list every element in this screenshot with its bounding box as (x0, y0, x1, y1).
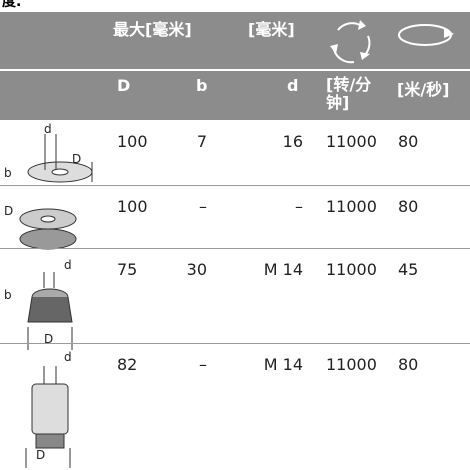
icon-label: D (44, 332, 54, 346)
table-cell: M 14 (263, 260, 303, 279)
header-cell: b (196, 76, 208, 95)
header-row (0, 12, 470, 69)
header-cell: [转/分钟] (326, 75, 372, 112)
header-cell: D (117, 76, 131, 95)
table-cell: 30 (186, 260, 207, 279)
header-cell: d (287, 76, 299, 95)
row-separator (0, 248, 470, 249)
icon-label: D (72, 152, 82, 166)
table-cell: 75 (117, 260, 138, 279)
table-cell: 11000 (326, 132, 377, 151)
icon-label: d (64, 258, 72, 272)
header-cell: [米/秒] (397, 80, 450, 99)
table-cell: – (295, 197, 303, 216)
header-cell: [毫米] (248, 20, 295, 39)
row-separator (0, 185, 470, 186)
table-cell: M 14 (263, 355, 303, 374)
icon-label: b (4, 166, 12, 180)
speed-icon (398, 24, 454, 46)
table-cell: 11000 (326, 355, 377, 374)
table-cell: 80 (398, 132, 419, 151)
header-row (0, 71, 470, 120)
table-cell: 100 (117, 197, 148, 216)
row-separator (0, 343, 470, 344)
table-cell: 80 (398, 197, 419, 216)
table-cell: 45 (398, 260, 419, 279)
icon-label: b (4, 288, 12, 302)
icon-label: d (44, 122, 52, 136)
tool-icons (19, 134, 93, 468)
table-cell: 82 (117, 355, 138, 374)
table-cell: – (199, 355, 207, 374)
header-cell: 最大[毫米] (113, 20, 192, 39)
icon-label: D (4, 204, 14, 218)
icon-label: D (36, 448, 46, 462)
table-cell: 16 (282, 132, 303, 151)
icon-label: d (64, 350, 72, 364)
table-cell: 100 (117, 132, 148, 151)
table-cell: 11000 (326, 197, 377, 216)
rpm-icon (330, 20, 371, 64)
top-text: 度. (2, 0, 22, 10)
table-cell: – (199, 197, 207, 216)
table-cell: 7 (196, 132, 207, 151)
table-cell: 11000 (326, 260, 377, 279)
table-cell: 80 (398, 355, 419, 374)
